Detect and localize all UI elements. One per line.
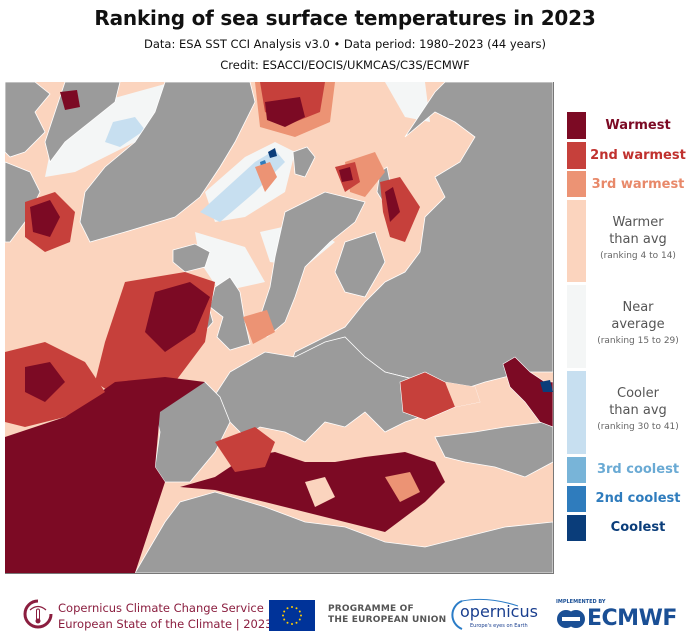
legend-item-3rd-warmest: 3rd warmest [567,171,690,198]
legend-swatch [567,142,586,169]
legend-label: than avg [609,403,667,418]
ocean-warmest [339,167,353,182]
legend-label: average [611,317,665,332]
legend-swatch [567,112,586,139]
land-uk [209,276,251,351]
legend-label: Warmer [612,215,664,230]
land-north-america [5,82,51,158]
ocean-warmest [145,282,210,352]
legend-swatch [567,371,586,454]
legend-note: (ranking 15 to 29) [597,336,679,346]
legend-swatch [567,200,586,282]
land-africa [134,491,553,573]
sst-ranking-map [5,82,554,574]
ocean-near-average [195,232,265,292]
land-iceland [172,243,211,273]
legend-item-2nd-coolest: 2nd coolest [567,486,690,512]
ecmwf-implemented-by: IMPLEMENTED BY [556,599,606,605]
legend-label: 3rd warmest [591,177,685,192]
legend-item-warmer: Warmer than avg (ranking 4 to 14) [567,200,690,282]
land-finland [334,231,386,298]
eu-line1: PROGRAMME OF [328,604,414,614]
legend-label: 3rd coolest [596,462,680,477]
legend-label: 2nd warmest [590,148,686,163]
credit-line: Credit: ESACCI/EOCIS/UKMCAS/C3S/ECMWF [220,58,470,72]
c3s-text: Copernicus Climate Change Service Europe… [58,600,273,632]
ecmwf-wordmark: ECMWF [587,606,677,631]
legend-label: than avg [609,232,667,247]
land-greenland [79,82,256,243]
ocean-warmest [25,362,65,402]
c3s-line2: European State of the Climate | 2023 [58,617,273,631]
copernicus-logo-icon [451,598,519,630]
legend-item-2nd-warmest: 2nd warmest [567,142,690,169]
legend-swatch [567,457,586,483]
ocean-mediterranean-third [385,472,420,502]
legend-label: Warmest [605,118,671,133]
legend-label: 2nd coolest [595,491,681,506]
legend-swatch [567,486,586,512]
ecmwf-logo-icon [557,610,585,628]
ocean-black-sea-warmer [445,382,480,407]
legend-note: (ranking 30 to 41) [597,422,679,432]
c3s-logo-icon [23,599,53,629]
land-scandinavia [259,191,366,338]
legend-label: Near [622,300,654,315]
legend-label-group: Warmer than avg (ranking 4 to 14) [586,214,690,261]
ocean-third-warmest [255,162,277,192]
land-svalbard [292,146,316,178]
ocean-third-warmest [243,310,275,344]
copernicus-tagline: Europe's eyes on Earth [470,623,528,629]
legend-item-warmest: Warmest [567,112,690,139]
legend-item-near: Near average (ranking 15 to 29) [567,285,690,368]
ocean-caspian [502,356,553,428]
eu-programme-text: PROGRAMME OF THE EUROPEAN UNION [328,604,446,626]
ocean-caspian-coolest [540,380,553,392]
footer-logos: Copernicus Climate Change Service Europe… [0,590,690,639]
legend-label: Coolest [610,520,666,535]
legend-item-cooler: Cooler than avg (ranking 30 to 41) [567,371,690,454]
eu-flag-icon [269,600,315,631]
copernicus-wordmark: opernicus [460,602,538,621]
ocean-warmest [385,187,400,222]
ocean-near-average [385,82,430,122]
ocean-warmest [265,97,305,127]
legend-note: (ranking 4 to 14) [600,251,676,261]
legend-label-group: Near average (ranking 15 to 29) [586,299,690,346]
data-source-line: Data: ESA SST CCI Analysis v3.0 • Data p… [143,37,547,51]
ocean-mediterranean-warmer [305,477,335,507]
ocean-warmest [30,200,60,237]
c3s-line1: Copernicus Climate Change Service [58,601,264,615]
ocean-mediterranean-second [215,427,275,472]
legend-label-group: Cooler than avg (ranking 30 to 41) [586,385,690,432]
legend-item-3rd-coolest: 3rd coolest [567,457,690,483]
legend-swatch [567,171,586,197]
ocean-warmest [5,377,205,573]
legend-item-coolest: Coolest [567,515,690,541]
legend-swatch [567,515,586,541]
ocean-cooler [105,117,145,147]
ocean-warmest [60,90,80,110]
legend-label: Cooler [617,386,659,401]
legend-swatch [567,285,586,368]
land-russia [284,82,553,403]
land-turkey [434,421,553,478]
eu-line2: THE EUROPEAN UNION [328,615,447,625]
page-title: Ranking of sea surface temperatures in 2… [94,6,596,30]
ocean-coolest [268,148,277,158]
